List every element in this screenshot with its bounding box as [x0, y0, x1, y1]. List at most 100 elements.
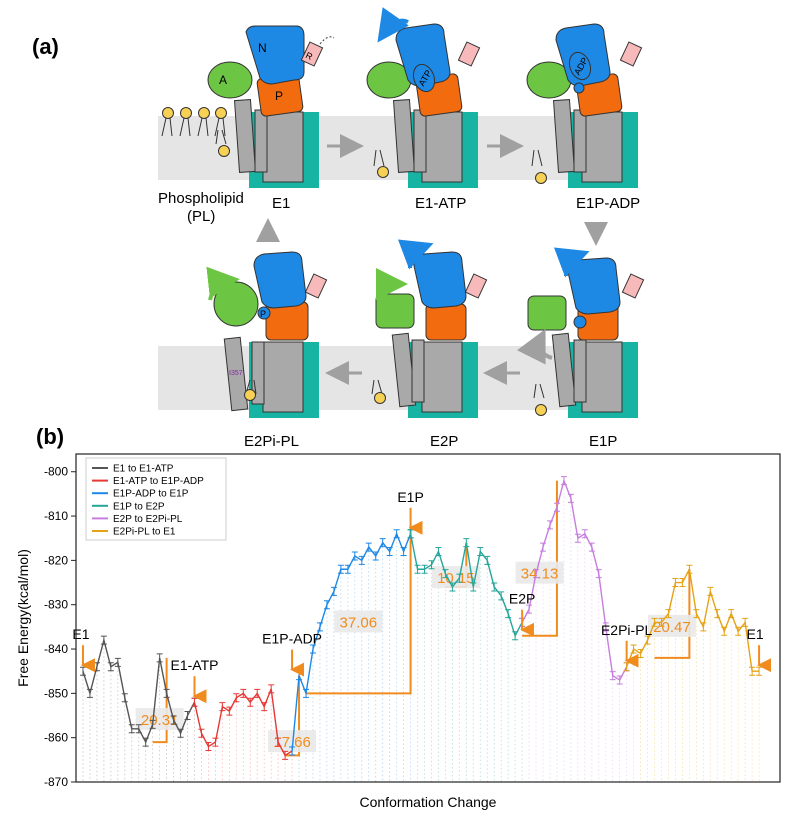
data-point	[526, 604, 533, 614]
data-point	[463, 538, 470, 548]
a-domain	[375, 293, 415, 329]
data-point	[303, 688, 310, 698]
tm-helix-2	[254, 109, 268, 173]
data-point	[658, 617, 665, 627]
data-point	[414, 564, 421, 574]
panel-b-label: (b)	[36, 424, 64, 449]
y-tick-label: -850	[44, 686, 68, 700]
barrier-value: 37.06	[340, 614, 378, 631]
a-domain	[527, 295, 567, 331]
data-point	[163, 688, 170, 698]
state-annotation: E1P-ADP	[262, 631, 322, 647]
tm-helix	[551, 332, 577, 408]
data-point	[149, 719, 156, 729]
legend-entry: E1 to E1-ATP	[113, 464, 174, 475]
series-line	[291, 531, 412, 752]
data-point	[665, 609, 672, 619]
p-site-label: P	[260, 309, 266, 319]
data-point	[121, 693, 128, 703]
lipid	[244, 379, 257, 401]
data-point	[644, 635, 651, 645]
state-annotation: E1	[747, 626, 764, 642]
r-domain	[619, 41, 643, 67]
data-point	[282, 750, 289, 760]
a-domain-label: A	[219, 73, 227, 87]
data-point	[86, 688, 93, 698]
phospho-site	[257, 306, 271, 320]
data-point	[616, 675, 623, 685]
cartoon-e1p-adp: ADP E1P-ADP	[526, 23, 643, 212]
tm-domain	[581, 341, 623, 413]
legend-box	[85, 457, 227, 541]
data-point	[233, 693, 240, 703]
y-tick-label: -820	[44, 553, 68, 567]
data-point	[540, 542, 547, 552]
data-point	[477, 547, 484, 557]
tm-helix-2	[411, 339, 425, 403]
data-point	[309, 644, 316, 654]
tm-helix-2	[573, 339, 587, 403]
data-point	[435, 547, 442, 557]
phospholipid-label: Phospholipid	[158, 190, 244, 207]
data-point	[261, 702, 268, 712]
tm-domain	[421, 341, 463, 413]
data-point	[268, 684, 275, 694]
residue-label: I357	[229, 370, 243, 377]
y-tick-label: -840	[44, 642, 68, 656]
barrier-value: 10.15	[437, 570, 475, 587]
data-point	[421, 564, 428, 574]
data-point	[533, 569, 540, 579]
data-point	[316, 622, 323, 632]
state-label-e1: E1	[272, 195, 290, 212]
data-point	[442, 569, 449, 579]
r-domain	[464, 273, 488, 299]
n-domain	[253, 251, 307, 309]
series-line	[521, 478, 628, 682]
data-point	[337, 564, 344, 574]
rotation-arrow-tm	[516, 328, 553, 365]
transition-arrows	[256, 134, 608, 385]
state-annotations: E1 E1-ATP E1P-ADP E1P E2P E2Pi-PL E1	[72, 489, 772, 704]
state-annotation: E1P	[397, 489, 423, 505]
y-tick-label: -800	[44, 465, 68, 479]
y-axis: -870 -860 -850 -840 -830 -820 -810 -800	[44, 465, 76, 789]
data-point	[505, 609, 512, 619]
legend-entry: E1P to E2P	[113, 501, 165, 512]
tm-helix	[233, 98, 257, 174]
panel-b: (b) -870 -860 -850 -840 -830 -820 -810 -800 20.…	[15, 424, 781, 810]
r-domain-label: R	[304, 50, 315, 62]
data-point	[553, 502, 560, 512]
data-point	[323, 600, 330, 610]
r-domain	[621, 273, 645, 299]
tm-helix	[392, 98, 416, 174]
data-point	[400, 547, 407, 557]
state-annotation: E1	[72, 626, 89, 642]
lipid	[373, 149, 389, 178]
data-point	[651, 617, 658, 627]
linker	[319, 36, 335, 45]
data-point	[498, 591, 505, 601]
data-point	[484, 555, 491, 565]
data-point	[156, 653, 163, 663]
y-axis-label: Free Energy(kcal/mol)	[15, 549, 31, 687]
cartoon-e2p: E2P	[371, 239, 488, 450]
series-lines	[79, 476, 763, 760]
data-point	[546, 520, 553, 530]
data-point	[609, 671, 616, 681]
data-point	[365, 542, 372, 552]
barrier-value: 20.31	[141, 712, 179, 729]
state-annotation: E2P	[509, 591, 535, 607]
data-point	[567, 493, 574, 503]
p-domain	[425, 303, 467, 341]
state-label-e1p-adp: E1P-ADP	[576, 195, 640, 212]
x-axis-label: Conformation Change	[360, 794, 497, 810]
data-point	[114, 657, 121, 667]
adp-ligand	[568, 51, 592, 81]
phospho-site	[573, 315, 587, 329]
n-domain	[413, 251, 467, 309]
vertical-grid	[82, 480, 760, 782]
data-point	[470, 582, 477, 592]
tm-helix	[223, 336, 249, 412]
cartoon-e1: Phospholipid (PL) A P N R E1	[158, 25, 335, 225]
tm-helix-2	[413, 109, 427, 173]
